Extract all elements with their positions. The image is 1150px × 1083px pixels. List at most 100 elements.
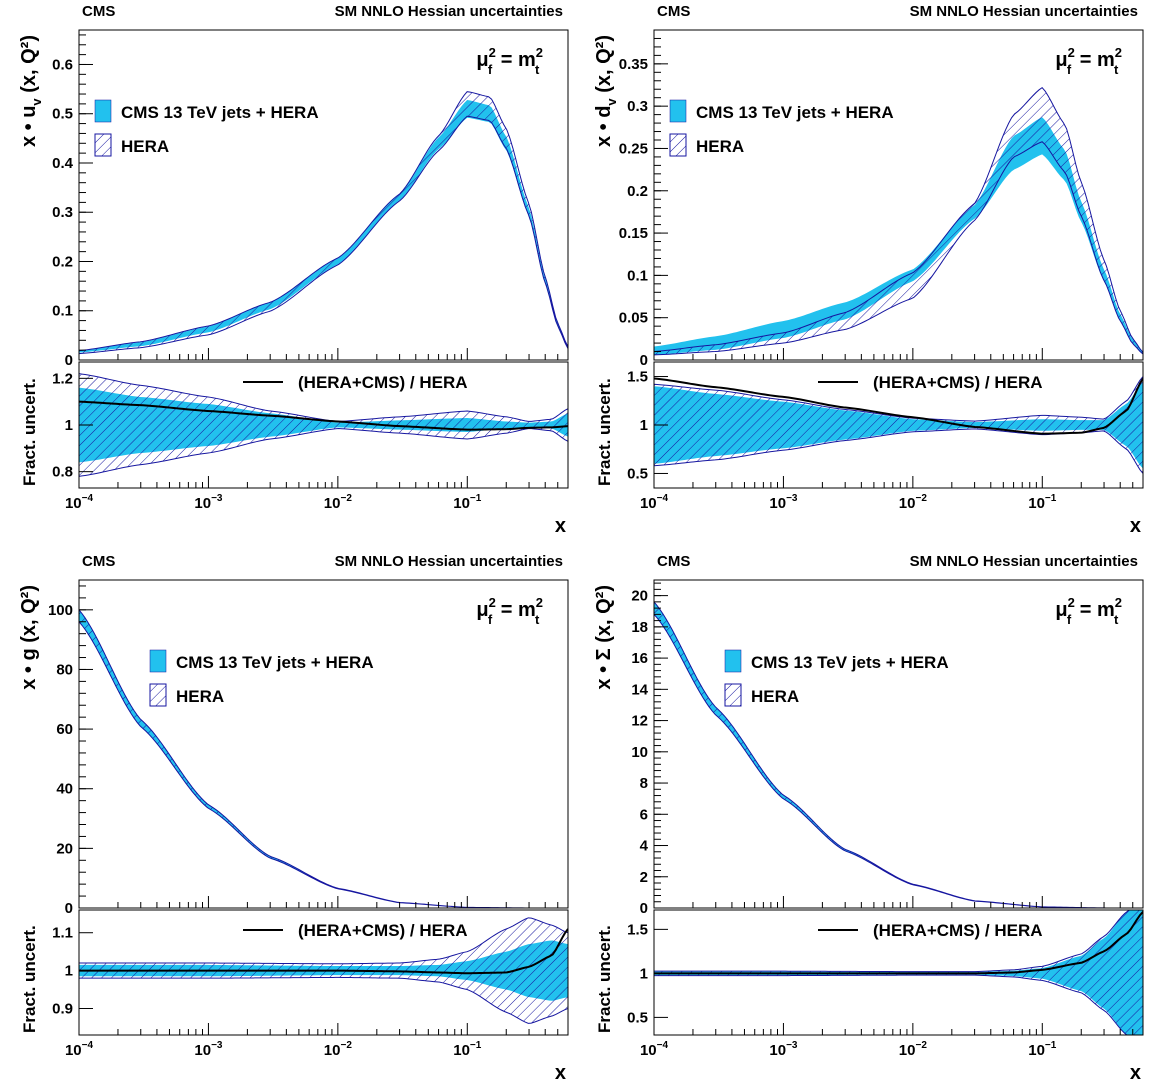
fit-label: SM NNLO Hessian uncertainties — [335, 3, 563, 20]
x-axis-label: x — [555, 515, 566, 537]
ratio-plot — [654, 375, 1143, 475]
ratio-y-tick-label: 0.8 — [52, 464, 73, 481]
y-tick-label: 16 — [631, 650, 648, 667]
x-tick-label: 10−4 — [640, 1040, 669, 1059]
y-tick-label: 0.3 — [52, 204, 73, 221]
legend-cms-swatch — [669, 99, 687, 123]
x-tick-label: 10−3 — [194, 1040, 223, 1059]
x-tick-label: 10−1 — [1028, 493, 1057, 512]
experiment-label: CMS — [82, 553, 115, 570]
legend-hera-label: HERA — [121, 137, 169, 156]
x-tick-label: 10−2 — [899, 1040, 928, 1059]
y-tick-label: 0.4 — [52, 155, 74, 172]
fit-label: SM NNLO Hessian uncertainties — [910, 553, 1138, 570]
y-tick-label: 20 — [631, 588, 648, 605]
experiment-label: CMS — [657, 3, 690, 20]
x-tick-label: 10−1 — [1028, 1040, 1057, 1059]
ratio-legend-label: (HERA+CMS) / HERA — [873, 373, 1043, 392]
x-tick-label: 10−4 — [640, 493, 669, 512]
y-tick-label: 4 — [640, 838, 649, 855]
x-tick-label: 10−3 — [194, 493, 223, 512]
ratio-y-tick-label: 1.5 — [627, 369, 648, 386]
ratio-plot — [79, 373, 568, 477]
ratio-y-axis-label: Fract. uncert. — [20, 378, 39, 486]
y-tick-label: 0.5 — [52, 106, 73, 123]
y-tick-label: 10 — [631, 744, 648, 761]
hera-band — [79, 609, 568, 908]
legend-hera-swatch — [724, 683, 742, 707]
y-tick-label: 20 — [56, 840, 73, 857]
ratio-y-tick-label: 0.5 — [627, 465, 648, 482]
cms-band — [654, 601, 1143, 908]
y-tick-label: 6 — [640, 806, 648, 823]
y-tick-label: 0.1 — [627, 267, 648, 284]
x-axis-label: x — [1130, 1062, 1141, 1083]
y-tick-label: 80 — [56, 661, 73, 678]
legend-cms-swatch — [724, 649, 742, 673]
main-plot — [79, 609, 568, 908]
main-frame — [653, 579, 1144, 909]
y-tick-label: 0 — [640, 900, 648, 917]
legend-hera-label: HERA — [176, 687, 224, 706]
main-frame — [78, 29, 569, 361]
y-axis-label: x • dv (x, Q²) — [593, 35, 619, 147]
ratio-y-tick-label: 1 — [65, 417, 73, 434]
ratio-y-tick-label: 1 — [65, 963, 73, 980]
y-tick-label: 2 — [640, 869, 648, 886]
ratio-y-tick-label: 1.5 — [627, 921, 648, 938]
ratio-y-tick-label: 1 — [640, 965, 648, 982]
ratio-central-line — [654, 911, 1143, 975]
y-tick-label: 100 — [48, 602, 73, 619]
ratio-hera-band — [79, 373, 568, 477]
experiment-label: CMS — [657, 553, 690, 570]
ratio-frame — [78, 909, 569, 1036]
ratio-legend-label: (HERA+CMS) / HERA — [298, 921, 468, 940]
legend-cms-label: CMS 13 TeV jets + HERA — [696, 103, 894, 122]
ratio-hera-band — [654, 375, 1143, 475]
ratio-y-axis-label: Fract. uncert. — [20, 925, 39, 1033]
scale-label: μ2 f = m2 t — [476, 595, 543, 627]
main-plot — [654, 601, 1143, 908]
y-tick-label: 0 — [640, 352, 648, 369]
legend-cms-swatch — [94, 99, 112, 123]
panel-top-left: CMS SM NNLO Hessian uncertainties 10−4 10−3… — [18, 3, 569, 537]
x-tick-label: 10−3 — [769, 493, 798, 512]
ratio-y-axis-label: Fract. uncert. — [595, 925, 614, 1033]
ratio-central-line — [79, 928, 568, 975]
x-tick-label: 10−2 — [324, 493, 353, 512]
experiment-label: CMS — [82, 3, 115, 20]
x-tick-label: 10−2 — [324, 1040, 353, 1059]
legend-cms-label: CMS 13 TeV jets + HERA — [121, 103, 319, 122]
main-plot — [79, 91, 568, 355]
y-tick-label: 0 — [65, 900, 73, 917]
y-tick-label: 0.1 — [52, 303, 73, 320]
hera-band — [654, 86, 1143, 356]
legend-hera-label: HERA — [751, 687, 799, 706]
y-axis-label: x • uv (x, Q²) — [18, 35, 44, 147]
ratio-y-axis-label: Fract. uncert. — [595, 378, 614, 486]
ratio-central-line — [79, 400, 568, 431]
scale-label: μ2 f = m2 t — [1055, 595, 1122, 627]
ratio-frame — [653, 909, 1144, 1036]
ratio-y-tick-label: 1.2 — [52, 370, 73, 387]
y-axis-label: x • g (x, Q²) — [18, 585, 40, 690]
hera-band — [79, 91, 568, 355]
y-tick-label: 0.2 — [52, 253, 73, 270]
y-tick-label: 0.3 — [627, 98, 648, 115]
legend-hera-swatch — [669, 133, 687, 157]
y-tick-label: 0.25 — [619, 140, 648, 157]
ratio-plot — [654, 910, 1143, 1035]
ratio-y-tick-label: 1.1 — [52, 925, 73, 942]
y-tick-label: 0.15 — [619, 225, 648, 242]
main-frame — [78, 579, 569, 909]
y-tick-label: 40 — [56, 781, 73, 798]
x-tick-label: 10−4 — [65, 1040, 94, 1059]
y-axis-label: x • Σ (x, Q²) — [593, 585, 615, 690]
y-tick-label: 60 — [56, 721, 73, 738]
panel-bottom-left: CMS SM NNLO Hessian uncertainties 10−4 10−3… — [18, 553, 569, 1083]
x-tick-label: 10−3 — [769, 1040, 798, 1059]
x-tick-label: 10−1 — [453, 1040, 482, 1059]
legend-cms-swatch — [149, 649, 167, 673]
x-tick-label: 10−2 — [899, 493, 928, 512]
